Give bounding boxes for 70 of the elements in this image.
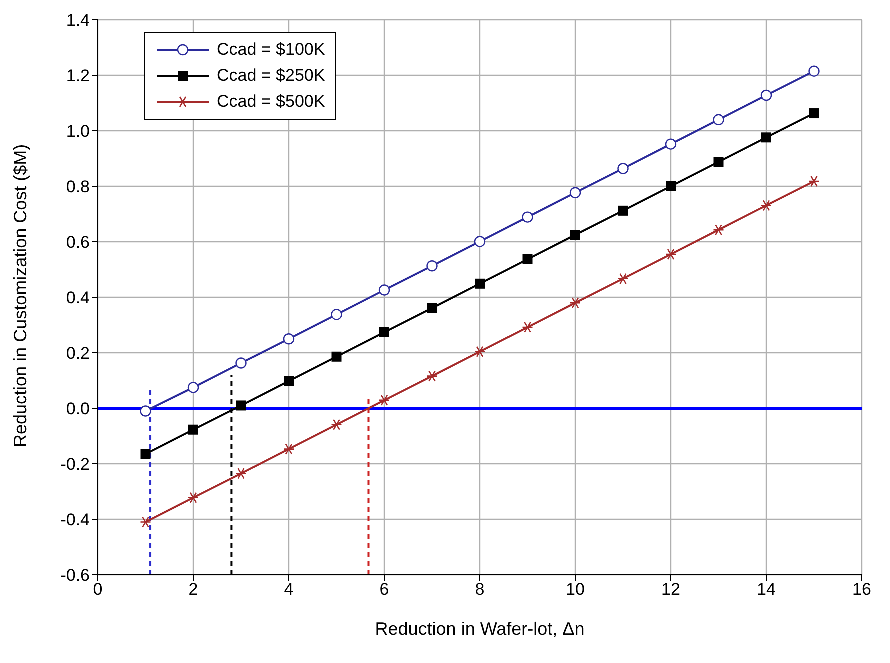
- x-tick-label: 4: [284, 580, 294, 600]
- point: [236, 400, 246, 411]
- point: [570, 230, 580, 240]
- point: [618, 273, 629, 285]
- point: [140, 516, 152, 528]
- point: [331, 309, 342, 320]
- y-tick-label: -0.6: [60, 566, 90, 586]
- point: [665, 138, 677, 150]
- y-tick-label: 1.0: [66, 122, 90, 142]
- point: [522, 254, 533, 264]
- point: [188, 424, 198, 435]
- point: [570, 297, 582, 309]
- point: [665, 248, 677, 260]
- point: [808, 176, 820, 188]
- point: [380, 327, 390, 338]
- point: [713, 114, 724, 126]
- y-tick-label: 0.6: [66, 233, 90, 252]
- point: [426, 260, 438, 272]
- point: [618, 206, 628, 216]
- x-tick-label: 12: [662, 580, 680, 600]
- y-tick-label: 1.2: [66, 66, 90, 86]
- point: [760, 200, 772, 212]
- x-tick-label: 0: [93, 580, 103, 600]
- point: [666, 182, 676, 192]
- x-tick-label: 8: [475, 580, 485, 600]
- legend-label: Ccad = $250K: [217, 66, 326, 86]
- point: [140, 406, 152, 417]
- y-tick-label: 1.4: [66, 11, 90, 30]
- point: [474, 236, 486, 248]
- x-tick-label: 16: [852, 580, 872, 600]
- point: [188, 492, 200, 504]
- point: [714, 157, 724, 168]
- point: [809, 108, 820, 119]
- point: [378, 284, 390, 296]
- y-tick-label: -0.2: [60, 455, 90, 474]
- point: [283, 444, 295, 455]
- point: [332, 352, 342, 362]
- point: [236, 468, 247, 480]
- y-tick-label: 0.0: [66, 400, 90, 419]
- y-tick-label: 0.8: [66, 178, 90, 197]
- point: [188, 382, 200, 394]
- point: [475, 278, 485, 289]
- point: [762, 132, 772, 143]
- point: [474, 346, 486, 358]
- x-tick-label: 2: [188, 580, 198, 600]
- x-axis-title: Reduction in Wafer-lot, Δn: [375, 619, 585, 639]
- point: [618, 163, 629, 174]
- point: [570, 187, 582, 198]
- point: [284, 376, 294, 386]
- point: [427, 303, 438, 314]
- point: [140, 449, 151, 460]
- point: [713, 224, 724, 236]
- point: [808, 66, 820, 77]
- point: [283, 334, 295, 345]
- point: [760, 90, 772, 102]
- point: [236, 358, 247, 369]
- y-axis-title: Reduction in Customization Cost ($M): [10, 144, 30, 448]
- x-tick-label: 14: [757, 580, 776, 600]
- y-tick-label: 0.2: [66, 344, 90, 364]
- legend-label: Ccad = $100K: [217, 40, 326, 60]
- y-tick-label: -0.4: [60, 510, 90, 530]
- x-tick-label: 6: [380, 580, 390, 600]
- point: [378, 394, 390, 406]
- point: [426, 370, 438, 382]
- point: [331, 419, 342, 431]
- y-tick-label: 0.4: [66, 288, 90, 308]
- x-tick-label: 10: [566, 580, 585, 600]
- point: [522, 212, 534, 223]
- point: [522, 322, 534, 334]
- legend-label: Ccad = $500K: [217, 92, 326, 112]
